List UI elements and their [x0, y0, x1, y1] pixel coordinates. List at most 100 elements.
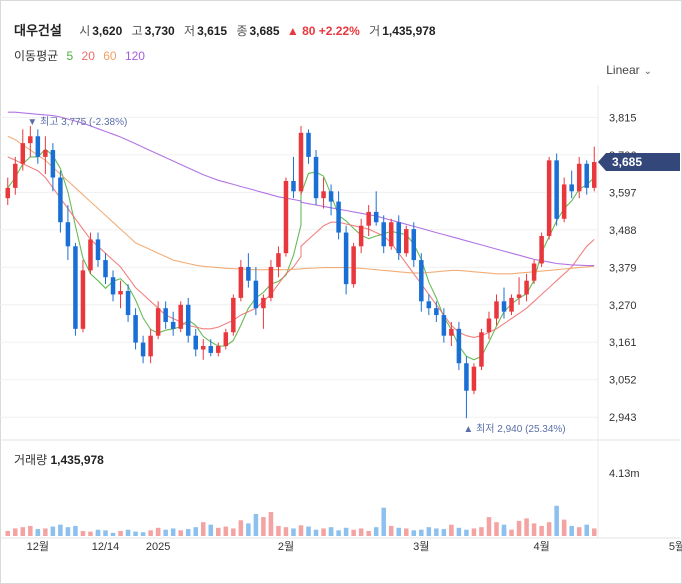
volume-panel-header: 거래량 1,435,978 [14, 451, 104, 468]
stock-name: 대우건설 [14, 23, 62, 38]
volume-bar [336, 530, 341, 536]
candle-body [95, 239, 101, 261]
candle-body [276, 253, 281, 267]
candle-body [155, 308, 161, 336]
candle-body [231, 297, 236, 333]
x-tick-label: 5월 [669, 540, 682, 553]
candle-body [584, 163, 589, 188]
volume-bar [524, 518, 529, 536]
ma-120-label: 120 [124, 49, 145, 63]
volume-bar [419, 529, 424, 536]
candle-body [479, 332, 484, 367]
volume-bar [343, 527, 349, 536]
volume-bar [50, 526, 56, 536]
candle-body [28, 136, 33, 144]
candle-body [88, 239, 93, 271]
volume-bar [148, 530, 153, 536]
volume-bar [321, 528, 326, 536]
volume-bar [246, 523, 251, 536]
candle-body [426, 301, 432, 309]
volume-max-label: 4.13m [609, 468, 640, 480]
candle-body [185, 304, 191, 336]
current-price-tag [598, 153, 680, 172]
y-tick-label: 3,270 [609, 300, 637, 312]
volume-bar [5, 530, 11, 536]
volume-bar [396, 527, 402, 536]
volume-bar [208, 525, 214, 536]
candle-body [200, 346, 206, 350]
candle-body [404, 229, 409, 254]
ma-20-label: 20 [81, 49, 95, 63]
high-value: 3,730 [144, 24, 175, 38]
candle-body [358, 225, 364, 247]
y-tick-label: 3,161 [609, 337, 637, 349]
candle-body [20, 143, 26, 164]
volume-bar [373, 527, 379, 536]
volume-bar [125, 529, 131, 536]
low-label: 저 [184, 24, 196, 38]
candle-body [591, 162, 597, 188]
volume-bar [501, 528, 507, 536]
candle-body [223, 332, 229, 347]
candle-body [351, 246, 356, 285]
volume-bar [494, 522, 499, 536]
volume-bar [298, 525, 304, 536]
volume-panel-label: 거래량 [14, 453, 48, 467]
candle-body [419, 260, 424, 302]
candle-body [336, 201, 341, 233]
volume-bar [268, 522, 274, 536]
ma-120-line [7, 111, 595, 267]
candle-body [501, 301, 507, 312]
candle-body [170, 321, 176, 329]
volume-bar [456, 527, 462, 536]
candle-body [539, 235, 544, 264]
volume-bar [231, 528, 236, 536]
y-tick-label: 2,943 [609, 412, 637, 424]
volume-bar [569, 525, 574, 536]
x-tick-label: 4월 [533, 540, 549, 553]
volume-bar [539, 525, 544, 536]
candle-body [328, 191, 334, 202]
volume-bar [388, 529, 394, 536]
volume-bar [306, 526, 311, 536]
candle-body [35, 136, 41, 157]
volume-bar [80, 530, 86, 536]
candle-body [388, 222, 394, 247]
volume-bar [43, 528, 48, 536]
ma-60-line [7, 135, 595, 275]
volume-bar [253, 513, 259, 536]
volume-bar [65, 527, 71, 536]
volume-bar [366, 530, 371, 536]
volume-bar [546, 522, 552, 536]
volume-bar [276, 525, 281, 536]
x-tick-label: 3월 [413, 540, 429, 553]
volume-bar [411, 530, 417, 536]
volume-bar [28, 525, 33, 536]
volume-bar [479, 527, 484, 536]
candle-body [253, 280, 259, 309]
candle-body [283, 180, 289, 254]
candle-body [125, 291, 131, 316]
volume-bar [163, 529, 168, 536]
candle-body [456, 328, 462, 364]
y-tick-label: 3,052 [609, 375, 637, 387]
candle-body [261, 297, 266, 309]
volume-bar [35, 530, 41, 536]
volume-bar [381, 507, 386, 536]
candle-body [561, 184, 567, 219]
candle-body [381, 222, 386, 247]
volume-bar [531, 523, 537, 536]
candle-body [291, 180, 296, 192]
chevron-down-icon: ⌄ [643, 66, 652, 77]
volume-bar [561, 523, 567, 536]
candle-body [13, 163, 18, 188]
volume-bar [283, 527, 289, 536]
candle-body [103, 260, 108, 278]
candle-body [306, 132, 311, 157]
candle-body [434, 308, 439, 316]
volume-bar [291, 528, 296, 536]
volume-bar [133, 531, 138, 536]
scale-selector[interactable]: Linear ⌄ [606, 63, 652, 77]
ma-60-label: 60 [103, 49, 117, 63]
